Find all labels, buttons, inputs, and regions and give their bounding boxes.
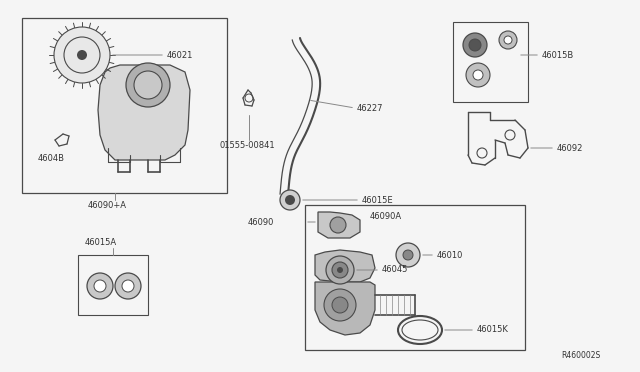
Circle shape	[326, 256, 354, 284]
Text: 46015B: 46015B	[542, 51, 574, 60]
Bar	[22, 18, 227, 193]
Circle shape	[473, 70, 483, 80]
Text: 01555-00841: 01555-00841	[220, 141, 276, 150]
Circle shape	[469, 39, 481, 51]
Circle shape	[403, 250, 413, 260]
Polygon shape	[315, 282, 375, 335]
Circle shape	[332, 262, 348, 278]
Circle shape	[504, 36, 512, 44]
Circle shape	[324, 289, 356, 321]
Text: 46045: 46045	[382, 266, 408, 275]
Bar	[78, 255, 148, 315]
Circle shape	[134, 71, 162, 99]
Circle shape	[87, 273, 113, 299]
Text: 46015K: 46015K	[477, 326, 509, 334]
Circle shape	[330, 217, 346, 233]
Text: 46090A: 46090A	[370, 212, 402, 221]
Circle shape	[499, 31, 517, 49]
Circle shape	[54, 27, 110, 83]
Text: 46015A: 46015A	[85, 237, 117, 247]
Text: 46092: 46092	[557, 144, 584, 153]
Polygon shape	[315, 250, 375, 282]
Circle shape	[337, 267, 343, 273]
Circle shape	[126, 63, 170, 107]
Circle shape	[77, 50, 87, 60]
Bar	[305, 205, 525, 350]
Circle shape	[122, 280, 134, 292]
Circle shape	[396, 243, 420, 267]
Text: R460002S: R460002S	[561, 351, 600, 360]
Polygon shape	[318, 212, 360, 238]
Text: 46227: 46227	[357, 103, 383, 112]
Circle shape	[94, 280, 106, 292]
Text: 46090: 46090	[248, 218, 275, 227]
Circle shape	[466, 63, 490, 87]
Text: 46010: 46010	[437, 250, 463, 260]
Text: 4604B: 4604B	[38, 154, 65, 163]
Circle shape	[280, 190, 300, 210]
Circle shape	[332, 297, 348, 313]
Text: 46021: 46021	[167, 51, 193, 60]
Circle shape	[285, 195, 295, 205]
Bar	[453, 22, 528, 102]
Circle shape	[463, 33, 487, 57]
Text: 46090+A: 46090+A	[88, 201, 127, 209]
Circle shape	[115, 273, 141, 299]
Text: 46015E: 46015E	[362, 196, 394, 205]
Polygon shape	[98, 65, 190, 160]
